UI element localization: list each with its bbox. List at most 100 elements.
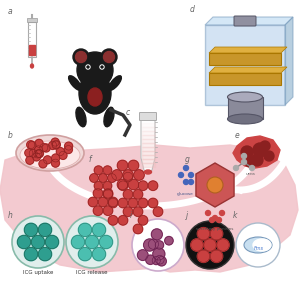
Circle shape (45, 235, 59, 249)
Circle shape (132, 219, 184, 271)
Circle shape (197, 228, 210, 240)
Text: f: f (88, 155, 91, 164)
Circle shape (155, 241, 164, 249)
Circle shape (52, 140, 60, 148)
Polygon shape (0, 145, 298, 272)
Circle shape (212, 215, 217, 220)
Circle shape (220, 211, 224, 215)
Circle shape (133, 190, 143, 199)
Circle shape (56, 148, 64, 156)
Bar (142, 127, 154, 130)
Circle shape (38, 223, 52, 236)
Circle shape (118, 198, 128, 208)
Bar (142, 139, 154, 142)
Circle shape (93, 206, 103, 215)
Circle shape (148, 181, 158, 190)
Bar (142, 147, 154, 151)
Bar (142, 135, 154, 139)
Circle shape (123, 190, 133, 199)
Text: secretory proteins: secretory proteins (196, 227, 234, 231)
Circle shape (66, 216, 118, 268)
Text: j: j (186, 211, 188, 220)
Text: k: k (233, 211, 237, 220)
Text: glucose: glucose (177, 192, 194, 196)
Circle shape (71, 235, 85, 249)
Text: Fms: Fms (254, 245, 264, 250)
Circle shape (86, 65, 90, 69)
FancyBboxPatch shape (140, 112, 157, 121)
Circle shape (204, 239, 216, 251)
Circle shape (103, 190, 113, 199)
Ellipse shape (145, 170, 152, 174)
Circle shape (73, 49, 89, 65)
Circle shape (94, 166, 103, 175)
Circle shape (138, 181, 148, 190)
Circle shape (103, 166, 112, 175)
Circle shape (188, 172, 194, 178)
Ellipse shape (109, 76, 122, 90)
Bar (142, 163, 154, 166)
Circle shape (144, 239, 156, 251)
Text: ICG uptake: ICG uptake (23, 270, 53, 275)
Circle shape (157, 256, 166, 266)
Text: d: d (190, 5, 195, 14)
Polygon shape (285, 17, 293, 105)
Circle shape (253, 143, 267, 157)
Circle shape (178, 172, 184, 178)
Circle shape (123, 170, 133, 180)
Circle shape (34, 150, 42, 158)
Text: h: h (8, 211, 13, 220)
Circle shape (103, 182, 112, 190)
Circle shape (128, 160, 139, 171)
Polygon shape (141, 118, 155, 174)
Circle shape (103, 189, 113, 198)
Circle shape (92, 223, 106, 236)
Circle shape (112, 170, 122, 180)
Circle shape (101, 66, 103, 68)
FancyBboxPatch shape (28, 22, 36, 57)
Circle shape (206, 211, 211, 215)
Circle shape (35, 139, 43, 147)
Circle shape (148, 239, 158, 249)
Circle shape (241, 146, 253, 158)
Circle shape (242, 154, 247, 158)
Polygon shape (196, 163, 234, 207)
Circle shape (260, 141, 270, 151)
Circle shape (99, 174, 107, 182)
Circle shape (128, 198, 138, 208)
Polygon shape (205, 17, 293, 25)
Circle shape (29, 149, 37, 157)
Circle shape (245, 157, 255, 167)
Circle shape (85, 235, 99, 249)
Text: ICG release: ICG release (76, 270, 108, 275)
Text: e: e (235, 131, 240, 140)
Circle shape (153, 207, 163, 216)
Circle shape (32, 153, 40, 161)
Ellipse shape (31, 64, 34, 68)
Ellipse shape (227, 114, 262, 124)
Circle shape (137, 250, 148, 260)
Circle shape (101, 49, 117, 65)
Ellipse shape (20, 141, 80, 169)
Circle shape (26, 156, 34, 164)
Circle shape (188, 179, 194, 184)
Circle shape (209, 218, 214, 223)
Circle shape (92, 248, 106, 261)
Circle shape (146, 255, 155, 264)
Circle shape (197, 250, 210, 262)
Circle shape (59, 152, 67, 159)
Circle shape (103, 52, 115, 62)
Circle shape (64, 142, 73, 150)
Circle shape (35, 150, 43, 158)
Ellipse shape (253, 239, 271, 251)
Bar (142, 155, 154, 158)
Ellipse shape (88, 88, 102, 106)
Circle shape (165, 236, 173, 245)
Circle shape (108, 197, 118, 207)
Circle shape (40, 143, 48, 152)
Circle shape (118, 181, 128, 190)
Circle shape (78, 248, 92, 261)
FancyBboxPatch shape (209, 73, 281, 85)
Circle shape (118, 216, 128, 225)
Circle shape (186, 221, 234, 269)
